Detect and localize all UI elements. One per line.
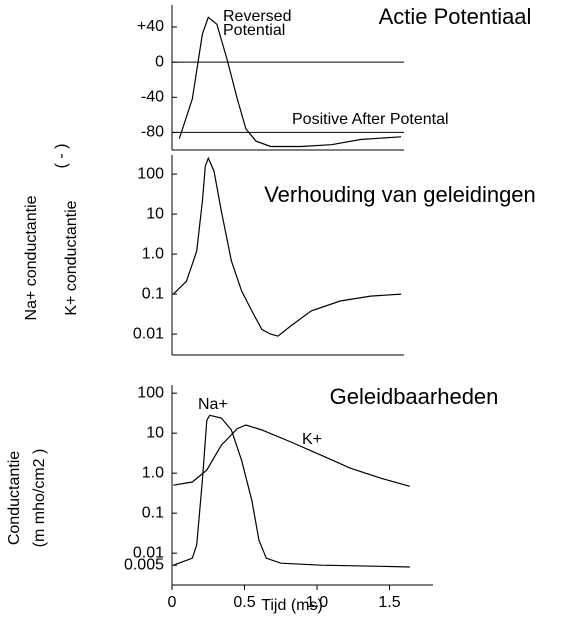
line-series [173, 424, 410, 487]
line-series [173, 414, 410, 568]
y-tick-label: +40 [137, 18, 164, 35]
chart-title: Geleidbaarheden [330, 384, 499, 409]
y-axis-label: K+ conductantie [63, 200, 80, 315]
y-tick-label: 100 [137, 384, 164, 401]
y-tick-label: 0.005 [124, 556, 164, 573]
line-series [172, 156, 402, 337]
y-tick-label: 0.01 [133, 544, 164, 561]
y-tick-label: 0.01 [133, 325, 164, 342]
x-tick-label: 0.5 [233, 594, 255, 611]
y-tick-label: -40 [141, 88, 164, 105]
x-tick-label: 0 [168, 594, 177, 611]
x-axis-label: Tijd (ms) [261, 597, 323, 614]
annotation: Reversed [223, 8, 291, 25]
y-tick-label: 10 [146, 205, 164, 222]
annotation: Potential [223, 22, 285, 39]
chart-title: Verhouding van geleidingen [264, 182, 536, 207]
series-label: K+ [302, 431, 322, 448]
y-axis-label: (m mho/cm2 ) [31, 449, 48, 548]
y-tick-label: 1.0 [142, 464, 164, 481]
y-tick-label: 0 [155, 53, 164, 70]
x-tick-label: 1.5 [378, 594, 400, 611]
line-series [178, 16, 402, 148]
y-axis-label: Na+ conductantie [23, 195, 40, 320]
y-axis-label: Conductantie [6, 451, 23, 545]
annotation: Positive After Potental [292, 111, 449, 128]
series-label: Na+ [198, 396, 228, 413]
y-tick-label: 0.1 [142, 504, 164, 521]
y-tick-label: -80 [141, 124, 164, 141]
y-tick-label: 10 [146, 424, 164, 441]
x-tick-label: 1.0 [306, 594, 328, 611]
y-axis-label: ( - ) [53, 144, 70, 169]
y-tick-label: 0.1 [142, 285, 164, 302]
y-tick-label: 100 [137, 165, 164, 182]
chart-title: Actie Potentiaal [379, 4, 532, 29]
y-tick-label: 1.0 [142, 245, 164, 262]
